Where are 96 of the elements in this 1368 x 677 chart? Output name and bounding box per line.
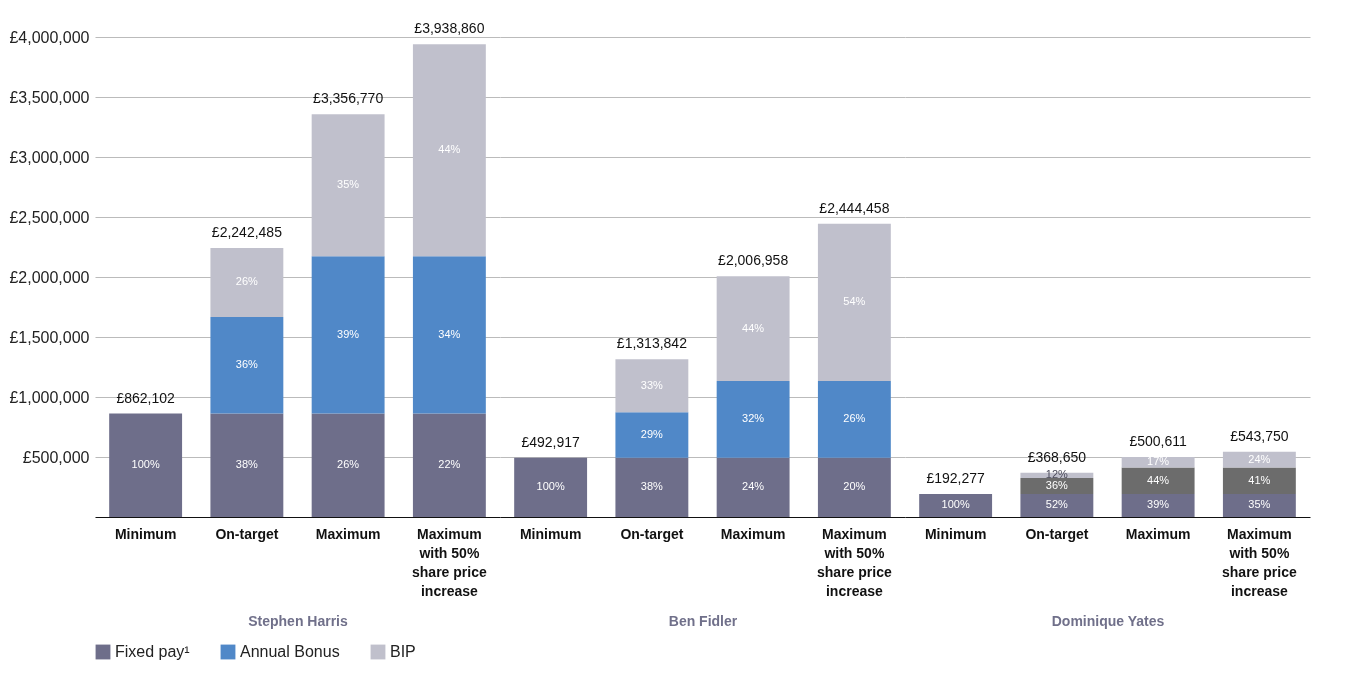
x-tick-label: Maximum with 50% share price increase xyxy=(412,525,487,599)
x-tick-label: On-target xyxy=(1025,525,1089,542)
y-tick-label: £4,000,000 xyxy=(9,28,90,46)
annotation: 33% xyxy=(640,378,664,391)
bar xyxy=(817,223,891,382)
annotation: 39% xyxy=(1147,498,1170,511)
bar xyxy=(817,381,891,458)
legend-label: Fixed pay¹ xyxy=(115,643,190,660)
legend-label: BIP xyxy=(390,643,416,660)
x-axis-title: Dominique Yates xyxy=(1051,612,1165,629)
x-tick-label: Maximum xyxy=(720,525,786,542)
bar xyxy=(919,493,993,517)
x-tick-label: Minimum xyxy=(519,525,582,542)
annotation: 24% xyxy=(742,480,765,493)
x-axis-title: Ben Fidler xyxy=(668,612,738,629)
annotation: 24% xyxy=(1248,452,1271,465)
x-tick-label: Minimum xyxy=(924,525,987,542)
bar xyxy=(1121,467,1195,494)
annotation: 38% xyxy=(235,458,259,471)
annotation: 54% xyxy=(843,295,866,308)
y-tick-label: £3,000,000 xyxy=(9,148,90,166)
annotation: 38% xyxy=(640,480,664,493)
annotation: 34% xyxy=(438,327,461,340)
bar xyxy=(311,413,385,517)
bar xyxy=(1121,493,1195,517)
total-label: £368,650 xyxy=(1027,448,1087,465)
x-tick-label: Maximum xyxy=(315,525,381,542)
total-label: £2,242,485 xyxy=(211,223,283,240)
bar xyxy=(1121,456,1195,468)
bar xyxy=(615,359,689,413)
x-tick-label: On-target xyxy=(215,525,279,542)
y-tick-label: £1,500,000 xyxy=(9,328,90,346)
x-tick-label: On-target xyxy=(620,525,684,542)
annotation: 20% xyxy=(843,480,866,493)
bar xyxy=(514,457,588,517)
bar xyxy=(311,256,385,414)
bar xyxy=(210,413,284,517)
annotation: 12% xyxy=(1045,468,1069,481)
annotation: 22% xyxy=(438,458,461,471)
bar xyxy=(109,413,183,517)
bar xyxy=(1222,493,1296,517)
total-label: £500,611 xyxy=(1129,432,1188,449)
bar xyxy=(1020,493,1094,517)
annotation: 26% xyxy=(843,412,866,425)
total-label: £492,917 xyxy=(521,433,581,450)
bar xyxy=(412,413,486,517)
annotation: 44% xyxy=(742,321,765,334)
annotation: 41% xyxy=(1248,473,1271,486)
x-tick-label: Maximum with 50% share price increase xyxy=(1222,525,1297,599)
y-tick-label: £2,500,000 xyxy=(9,208,90,226)
bar xyxy=(412,256,486,414)
annotation: 100% xyxy=(536,480,565,493)
annotation: 17% xyxy=(1147,455,1170,468)
annotation: 35% xyxy=(337,178,360,191)
bar xyxy=(716,381,790,458)
total-label: £3,938,860 xyxy=(414,20,485,37)
x-tick-label: Maximum xyxy=(1125,525,1191,542)
total-label: £2,444,458 xyxy=(819,199,890,216)
annotation: 35% xyxy=(1248,498,1271,511)
bar xyxy=(817,457,891,517)
x-tick-label: Minimum xyxy=(114,525,177,542)
bar xyxy=(210,247,284,317)
y-tick-label: £500,000 xyxy=(22,448,90,466)
annotation: 100% xyxy=(131,458,160,471)
y-tick-label: £2,000,000 xyxy=(9,268,90,286)
total-label: £1,313,842 xyxy=(616,335,688,352)
total-label: £862,102 xyxy=(116,389,176,406)
bar xyxy=(1222,451,1296,468)
annotation: 36% xyxy=(1045,478,1069,491)
annotation: 44% xyxy=(1147,473,1170,486)
total-label: £543,750 xyxy=(1230,427,1289,444)
annotation: 44% xyxy=(438,143,461,156)
total-label: £192,277 xyxy=(926,469,986,486)
annotation: 36% xyxy=(235,358,259,371)
x-tick-label: Maximum with 50% share price increase xyxy=(817,525,892,599)
bar xyxy=(716,276,790,382)
bar xyxy=(210,316,284,414)
y-tick-label: £3,500,000 xyxy=(9,88,90,106)
bar xyxy=(615,457,689,517)
annotation: 39% xyxy=(337,327,360,340)
legend-label: Annual Bonus xyxy=(240,643,340,660)
annotation: 100% xyxy=(941,498,970,511)
bar xyxy=(311,114,385,257)
bar xyxy=(716,457,790,517)
annotation: 29% xyxy=(640,428,664,441)
x-axis-title: Stephen Harris xyxy=(248,612,348,629)
bar xyxy=(615,412,689,458)
annotation: 52% xyxy=(1045,498,1069,511)
total-label: £3,356,770 xyxy=(313,90,384,107)
bar xyxy=(1222,467,1296,494)
total-label: £2,006,958 xyxy=(718,252,789,269)
annotation: 26% xyxy=(235,275,259,288)
annotation: 32% xyxy=(742,412,765,425)
bar xyxy=(412,44,486,257)
annotation: 26% xyxy=(337,458,360,471)
y-tick-label: £1,000,000 xyxy=(9,388,90,406)
